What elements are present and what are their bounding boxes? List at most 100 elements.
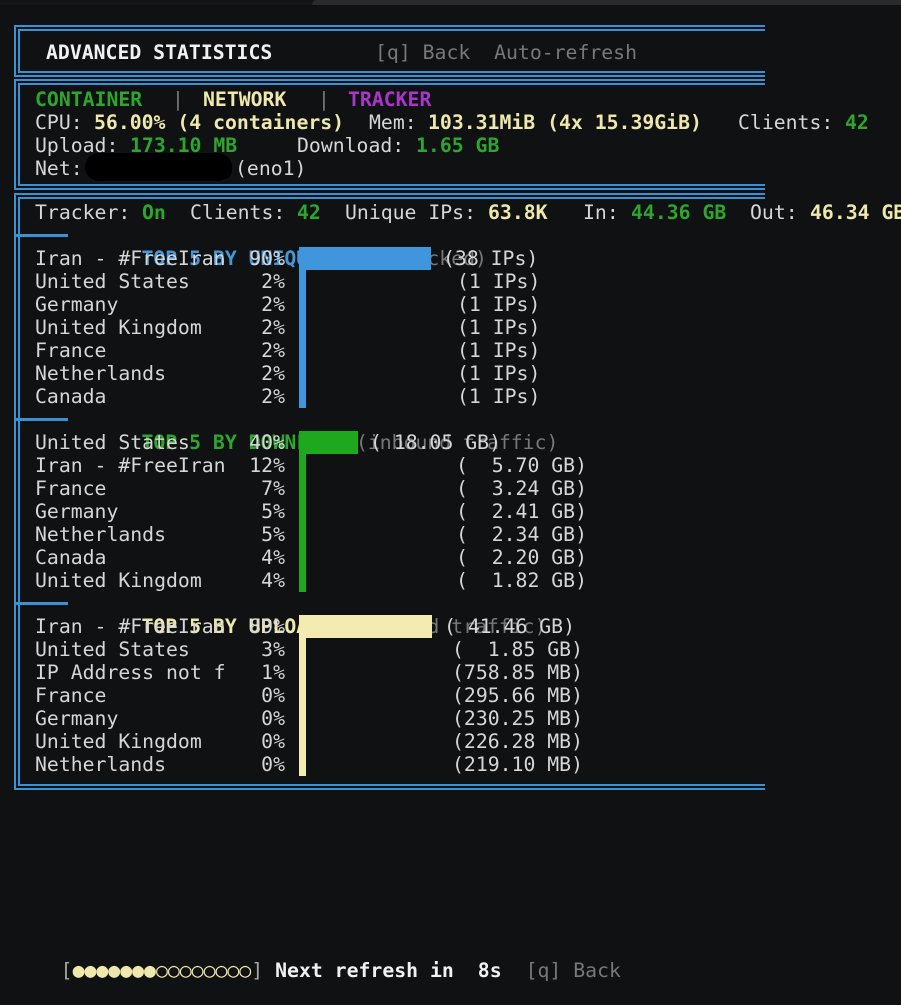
country-label: United States [35,270,190,293]
chart-row: United States 40% ( 18.05 GB) [20,431,900,454]
mem-value: 103.31MiB (4x 15.39GiB) [428,111,702,134]
refresh-seconds: 8s [477,959,502,982]
row-value: (230.25 MB) [452,707,584,730]
bar-chart-upload: Iran - #FreeIran 89% ( 41.46 GB) United … [20,615,900,776]
percent-value: 0% [261,707,285,730]
percent-value: 40% [249,431,285,454]
country-label: United States [35,638,190,661]
country-label: United States [35,431,190,454]
tracker-summary-row: Tracker: On Clients: 42 Unique IPs: 63.8… [20,201,901,224]
percent-value: 0% [261,753,285,776]
tracker-box: Tracker: On Clients: 42 Unique IPs: 63.8… [14,193,901,790]
country-label: France [35,477,107,500]
bar [299,385,306,408]
section-header-upload: TOP 5 BY UPLOAD (outbound traffic) [70,592,546,638]
row-value: (295.66 MB) [452,684,584,707]
clients-label: Clients: [738,111,834,134]
download-value: 1.65 GB [416,134,500,157]
bar [299,500,306,523]
net-interface: (eno1) [235,157,307,180]
bar [299,431,358,454]
chart-row: IP Address not f 1% (758.85 MB) [20,661,900,684]
row-value: (1 IPs) [457,385,541,408]
bar [299,707,306,730]
out-label: Out: [750,201,798,224]
chart-row: Canada 4% ( 2.20 GB) [20,546,900,569]
section-header-download: TOP 5 BY DOWNLOAD (inbound traffic) [70,408,558,454]
net-row: Net: (eno1) [20,153,765,181]
section-connector-line [14,418,68,421]
clients-label: Clients: [190,201,286,224]
bar-chart-unique-ips: Iran - #FreeIran 90% (38 IPs) United Sta… [20,247,900,408]
percent-value: 2% [261,270,285,293]
chart-row: Netherlands 5% ( 2.34 GB) [20,523,900,546]
progress-dots-empty: ○○○○○○○○ [155,959,252,982]
tab-container[interactable]: CONTAINER [35,88,143,111]
row-value: ( 2.20 GB) [456,546,588,569]
row-value: ( 18.05 GB) [370,431,502,454]
out-value: 46.34 GB [810,201,901,224]
percent-value: 3% [261,638,285,661]
bar [299,362,306,385]
clients-value: 42 [297,201,321,224]
tab-network[interactable]: NETWORK [203,88,287,111]
percent-value: 2% [261,316,285,339]
chart-row: France 7% ( 3.24 GB) [20,477,900,500]
country-label: Germany [35,500,119,523]
unique-ips-value: 63.8K [488,201,548,224]
chart-row: Iran - #FreeIran 89% ( 41.46 GB) [20,615,900,638]
section-connector-line [14,602,68,605]
row-value: (758.85 MB) [452,661,584,684]
mem-label: Mem: [369,111,417,134]
row-value: (219.10 MB) [452,753,584,776]
percent-value: 12% [249,454,285,477]
page-title: ADVANCED STATISTICS [46,41,273,64]
chart-row: Canada 2% (1 IPs) [20,385,900,408]
tab-tracker[interactable]: TRACKER [348,88,432,111]
country-label: Netherlands [35,362,167,385]
bar [299,339,306,362]
in-value: 44.36 GB [631,201,727,224]
percent-value: 7% [261,477,285,500]
row-value: (1 IPs) [457,316,541,339]
percent-value: 4% [261,569,285,592]
bar [299,247,431,270]
country-label: United Kingdom [35,569,202,592]
country-label: Canada [35,546,107,569]
bar [299,546,306,569]
percent-value: 2% [261,293,285,316]
back-autorefresh-hint[interactable]: [q] Back Auto-refresh [375,41,638,64]
net-label: Net: [35,157,83,180]
bar [299,523,306,546]
bar [299,316,306,339]
section-header-unique-ips: TOP 5 BY UNIQUE IPs (tracked) [70,224,486,270]
progress-bracket-close: ] [251,959,264,982]
chart-row: United States 2% (1 IPs) [20,270,900,293]
percent-value: 0% [261,730,285,753]
percent-value: 89% [249,615,285,638]
footer-back-hint[interactable]: [q] Back [525,959,621,982]
percent-value: 5% [261,523,285,546]
bar [299,753,306,776]
chart-row: United States 3% ( 1.85 GB) [20,638,900,661]
stats-box: CONTAINER | NETWORK | TRACKER CPU: 56.00… [14,79,869,190]
country-label: IP Address not f [35,661,226,684]
country-label: United Kingdom [35,730,202,753]
percent-value: 2% [261,362,285,385]
row-value: (38 IPs) [443,247,539,270]
row-value: ( 41.46 GB) [444,615,576,638]
bar [299,454,306,477]
chart-row: Iran - #FreeIran 12% ( 5.70 GB) [20,454,900,477]
row-value: ( 1.82 GB) [456,569,588,592]
chart-row: United Kingdom 4% ( 1.82 GB) [20,569,900,592]
country-label: France [35,684,107,707]
country-label: Iran - #FreeIran [35,454,226,477]
row-value: ( 3.24 GB) [456,477,588,500]
bar [299,638,306,661]
row-value: ( 1.85 GB) [452,638,584,661]
transfer-row: Upload: 173.10 MB Download: 1.65 GB [20,134,765,157]
cpu-mem-row: CPU: 56.00% (4 containers) Mem: 103.31Mi… [20,111,900,134]
chart-row: United Kingdom 2% (1 IPs) [20,316,900,339]
progress-bracket-open: [ [60,959,73,982]
row-value: (1 IPs) [457,293,541,316]
